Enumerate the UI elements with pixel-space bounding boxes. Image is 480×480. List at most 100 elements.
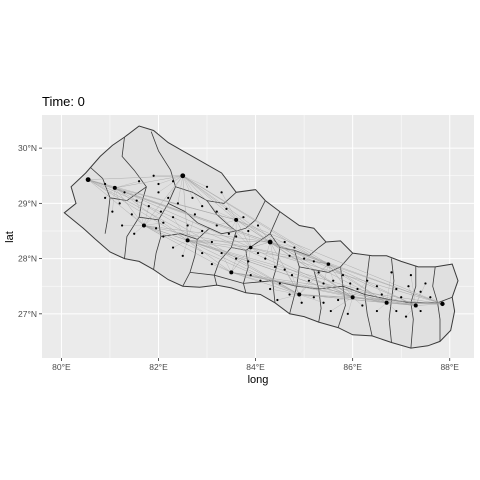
network-edge-63 [352,297,443,305]
region-border-5 [139,216,159,221]
local-edge-33 [270,288,300,295]
network-edge-73 [250,247,443,305]
data-point-82 [215,224,218,227]
local-edge-56 [386,288,397,303]
hub-point-4 [185,238,190,243]
local-edge-81 [228,219,237,234]
data-point-12 [201,205,204,208]
local-edge-25 [231,258,237,273]
local-edge-82 [216,219,237,226]
network-edge-26 [143,225,271,243]
data-point-46 [317,271,320,274]
network-edge-37 [187,240,416,306]
data-point-81 [227,232,230,235]
local-edge-67 [352,297,363,306]
local-edge-12 [182,175,203,207]
data-point-71 [419,309,422,313]
local-edge-11 [182,175,193,198]
local-edge-6 [114,187,120,204]
network-edge-39 [231,247,251,273]
network-edge-52 [269,241,353,298]
data-point-36 [210,263,213,266]
local-edge-40 [143,225,157,229]
data-point-19 [137,180,141,183]
data-point-21 [186,224,189,227]
x-tick-label-4: 88°E [440,362,459,372]
network-edge-17 [182,175,387,303]
data-point-60 [429,296,432,299]
data-point-83 [193,213,196,216]
local-edge-37 [187,240,203,254]
data-point-56 [395,287,398,291]
data-point-35 [249,274,252,277]
local-edge-62 [410,275,416,306]
network-edge-53 [270,241,387,303]
data-point-64 [336,298,340,302]
network-edge-45 [235,219,251,248]
x-tick-label-0: 80°E [52,362,71,372]
network-edge-51 [269,241,300,295]
network-edge-65 [386,302,416,306]
local-edge-87 [104,187,115,198]
data-point-65 [322,301,325,304]
local-edge-46 [318,263,329,273]
data-point-73 [329,309,332,313]
local-edge-43 [270,241,295,248]
data-point-22 [201,229,204,233]
network-edge-35 [187,240,353,298]
local-edge-72 [347,297,353,314]
data-point-16 [220,191,223,194]
y-axis-ticks: 27°N 28°N 29°N 30°N [18,143,42,319]
hub-point-8 [297,292,302,297]
data-point-87 [104,196,107,199]
data-point-80 [242,216,245,219]
hub-point-11 [413,303,418,308]
local-edge-3 [143,206,149,226]
district-regions [63,125,459,349]
network-edge-72 [250,247,353,298]
data-point-70 [404,315,408,318]
hub-point-10 [384,300,389,305]
data-point-6 [118,202,121,205]
network-edges [87,175,443,317]
local-edge-58 [408,286,416,306]
region-border-7 [168,203,210,229]
data-point-49 [332,279,335,282]
data-point-29 [273,265,277,268]
local-edge-5 [172,217,188,241]
data-point-2 [135,199,138,202]
data-point-77 [235,235,238,238]
data-point-48 [322,282,325,285]
data-point-78 [247,229,250,233]
hub-point-3 [141,223,146,228]
data-point-20 [171,180,175,183]
x-axis-ticks: 80°E 82°E 84°E 86°E 88°E [52,358,459,372]
local-edge-15 [182,175,208,187]
local-edge-79 [257,225,271,243]
data-point-42 [283,240,286,244]
local-edge-60 [430,297,443,305]
local-edge-48 [323,264,329,284]
data-point-31 [290,274,294,277]
data-point-3 [147,205,150,208]
data-point-32 [278,282,281,285]
data-point-84 [120,224,124,227]
network-edge-21 [114,187,237,221]
data-point-28 [264,257,267,260]
hub-point-6 [234,217,239,222]
local-edge-14 [226,208,237,221]
local-edge-89 [270,241,290,256]
data-point-86 [111,210,114,213]
local-edge-9 [168,175,183,198]
network-edge-33 [187,240,300,295]
data-point-89 [288,254,291,257]
local-edge-35 [231,272,251,276]
data-point-54 [375,285,379,288]
local-edge-68 [376,302,387,312]
network-edge-12 [182,175,237,221]
hub-point-9 [350,295,355,300]
data-point-23 [210,240,213,244]
local-edge-36 [211,263,232,273]
data-point-52 [356,287,359,291]
local-edge-76 [277,294,300,301]
